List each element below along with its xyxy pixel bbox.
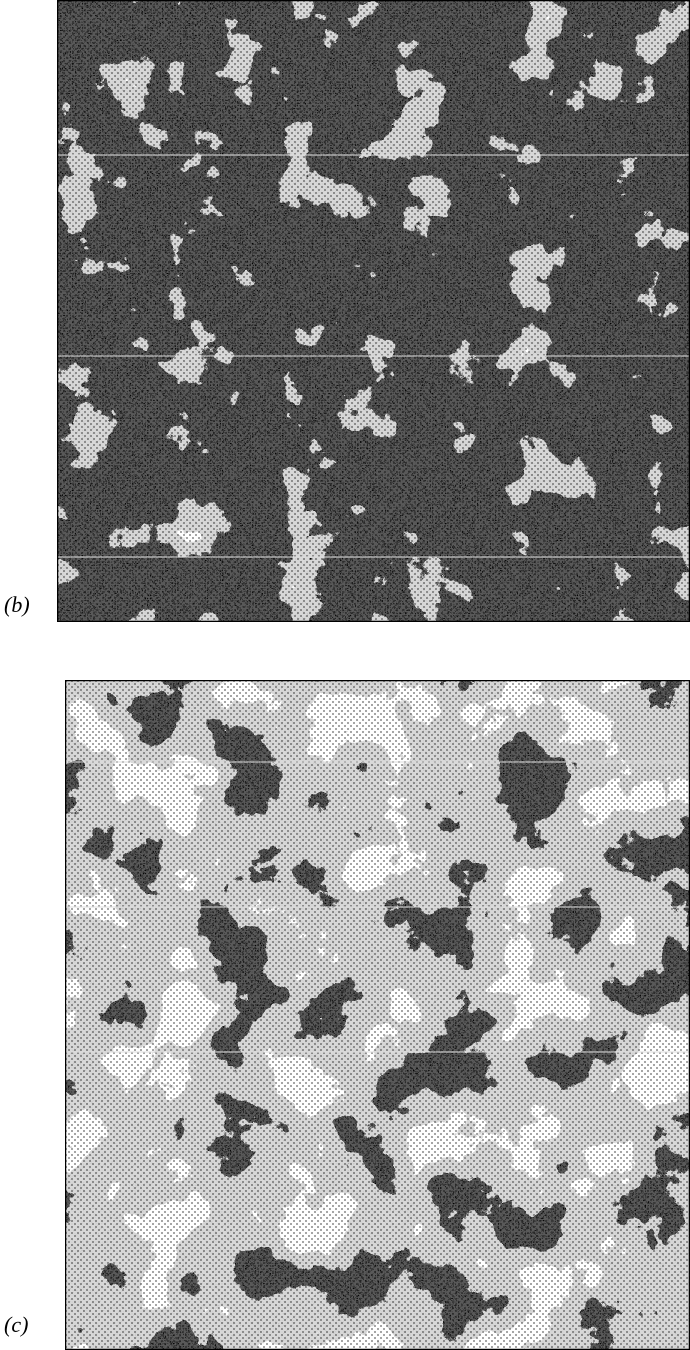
panel-label: (b) bbox=[4, 592, 30, 618]
figure-page: {"panels": [{"label": "(b)"}, {"label": … bbox=[0, 0, 690, 1350]
dither bbox=[65, 680, 690, 1350]
panel-b bbox=[57, 0, 690, 622]
dither bbox=[57, 0, 690, 622]
panel-c bbox=[65, 680, 690, 1350]
panel-label: (c) bbox=[4, 1312, 28, 1338]
